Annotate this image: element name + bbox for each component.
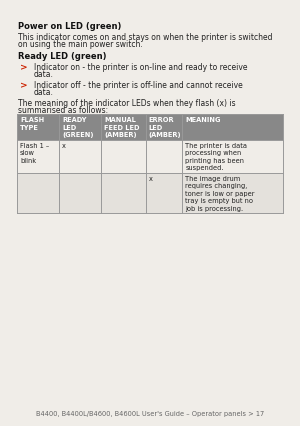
Text: Power on LED (green): Power on LED (green) xyxy=(18,22,122,31)
Text: x: x xyxy=(62,143,66,149)
Bar xyxy=(17,141,283,173)
Text: >: > xyxy=(20,63,28,72)
Text: Indicator on - the printer is on-line and ready to receive: Indicator on - the printer is on-line an… xyxy=(34,63,248,72)
Text: Flash 1 –
slow
blink: Flash 1 – slow blink xyxy=(20,143,49,164)
Text: The printer is data
processing when
printing has been
suspended.: The printer is data processing when prin… xyxy=(185,143,248,171)
Text: on using the main power switch.: on using the main power switch. xyxy=(18,40,143,49)
Text: data.: data. xyxy=(34,70,54,79)
Text: The image drum
requires changing,
toner is low or paper
tray is empty but no
job: The image drum requires changing, toner … xyxy=(185,176,255,211)
Text: READY
LED
(GREEN): READY LED (GREEN) xyxy=(62,117,94,138)
Text: ERROR
LED
(AMBER): ERROR LED (AMBER) xyxy=(149,117,182,138)
Text: The meaning of the indicator LEDs when they flash (x) is: The meaning of the indicator LEDs when t… xyxy=(18,99,236,108)
Bar xyxy=(17,115,283,141)
Text: FLASH
TYPE: FLASH TYPE xyxy=(20,117,44,130)
Text: Indicator off - the printer is off-line and cannot receive: Indicator off - the printer is off-line … xyxy=(34,81,243,90)
Text: summarised as follows:: summarised as follows: xyxy=(18,106,108,115)
Bar xyxy=(17,173,283,213)
Text: This indicator comes on and stays on when the printer is switched: This indicator comes on and stays on whe… xyxy=(18,33,272,42)
Text: x: x xyxy=(149,176,153,181)
Text: Ready LED (green): Ready LED (green) xyxy=(18,52,106,61)
Text: data.: data. xyxy=(34,88,54,97)
Text: MEANING: MEANING xyxy=(185,117,221,123)
Text: B4400, B4400L/B4600, B4600L User's Guide – Operator panels > 17: B4400, B4400L/B4600, B4600L User's Guide… xyxy=(36,410,264,416)
Text: >: > xyxy=(20,81,28,90)
Text: MANUAL
FEED LED
(AMBER): MANUAL FEED LED (AMBER) xyxy=(104,117,140,138)
